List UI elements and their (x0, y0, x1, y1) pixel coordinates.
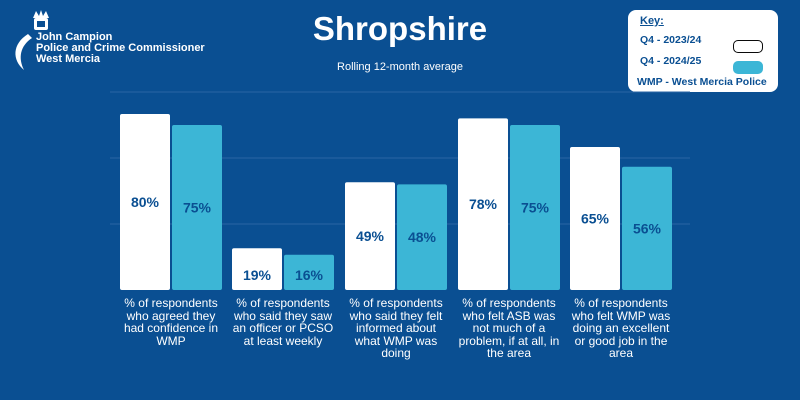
bar-q4-2024-25 (510, 125, 560, 290)
bar-value-label: 80% (131, 194, 160, 210)
page-title: Shropshire (312, 10, 488, 47)
category-label: % of respondents who said they felt info… (349, 296, 443, 360)
bar-q4-2023-24 (120, 114, 170, 290)
bar-q4-2023-24 (232, 248, 282, 290)
bar-value-label: 16% (295, 267, 324, 283)
bar-q4-2024-25 (622, 166, 672, 290)
legend-note: WMP - West Mercia Police (637, 76, 767, 88)
category-label: % of respondents who felt ASB was not mu… (458, 296, 560, 360)
bar-value-label: 75% (521, 200, 550, 216)
bar-q4-2023-24 (458, 118, 508, 291)
logo-swoosh-icon (15, 34, 32, 70)
bar-value-label: 65% (581, 211, 610, 227)
bar-q4-2024-25 (172, 125, 222, 290)
bar-q4-2023-24 (570, 147, 620, 290)
legend-item-label: Q4 - 2024/25 (640, 55, 702, 67)
bar-q4-2024-25 (284, 254, 334, 290)
bar-q4-2023-24 (345, 182, 395, 290)
bar-value-label: 78% (469, 196, 498, 212)
legend-swatch (733, 61, 763, 74)
category-label: % of respondents who said they saw an of… (232, 296, 334, 348)
pcc-logo: John Campion Police and Crime Commission… (6, 6, 216, 70)
bar-value-label: 19% (243, 267, 272, 283)
page-subtitle: Rolling 12-month average (337, 61, 463, 73)
category-label: % of respondents who felt WMP was doing … (571, 296, 671, 360)
logo-line-3: West Mercia (36, 53, 100, 65)
legend-item-label: Q4 - 2023/24 (640, 34, 702, 46)
bar-value-label: 75% (183, 200, 212, 216)
legend-key: Key: Q4 - 2023/24 Q4 - 2024/25 WMP - Wes… (628, 10, 778, 92)
logo-text: John Campion Police and Crime Commission… (36, 32, 205, 65)
bar-value-label: 56% (633, 220, 662, 236)
bar-value-label: 48% (408, 229, 437, 245)
logo-line-1: John Campion (36, 31, 113, 43)
bar-value-label: 49% (356, 228, 385, 244)
logo-line-2: Police and Crime Commissioner (36, 42, 205, 54)
legend-title: Key: (640, 15, 664, 27)
category-label: % of respondents who agreed they had con… (123, 296, 219, 348)
legend-swatch (733, 40, 763, 53)
crown-crest-icon (33, 10, 49, 30)
bar-q4-2024-25 (397, 184, 447, 290)
